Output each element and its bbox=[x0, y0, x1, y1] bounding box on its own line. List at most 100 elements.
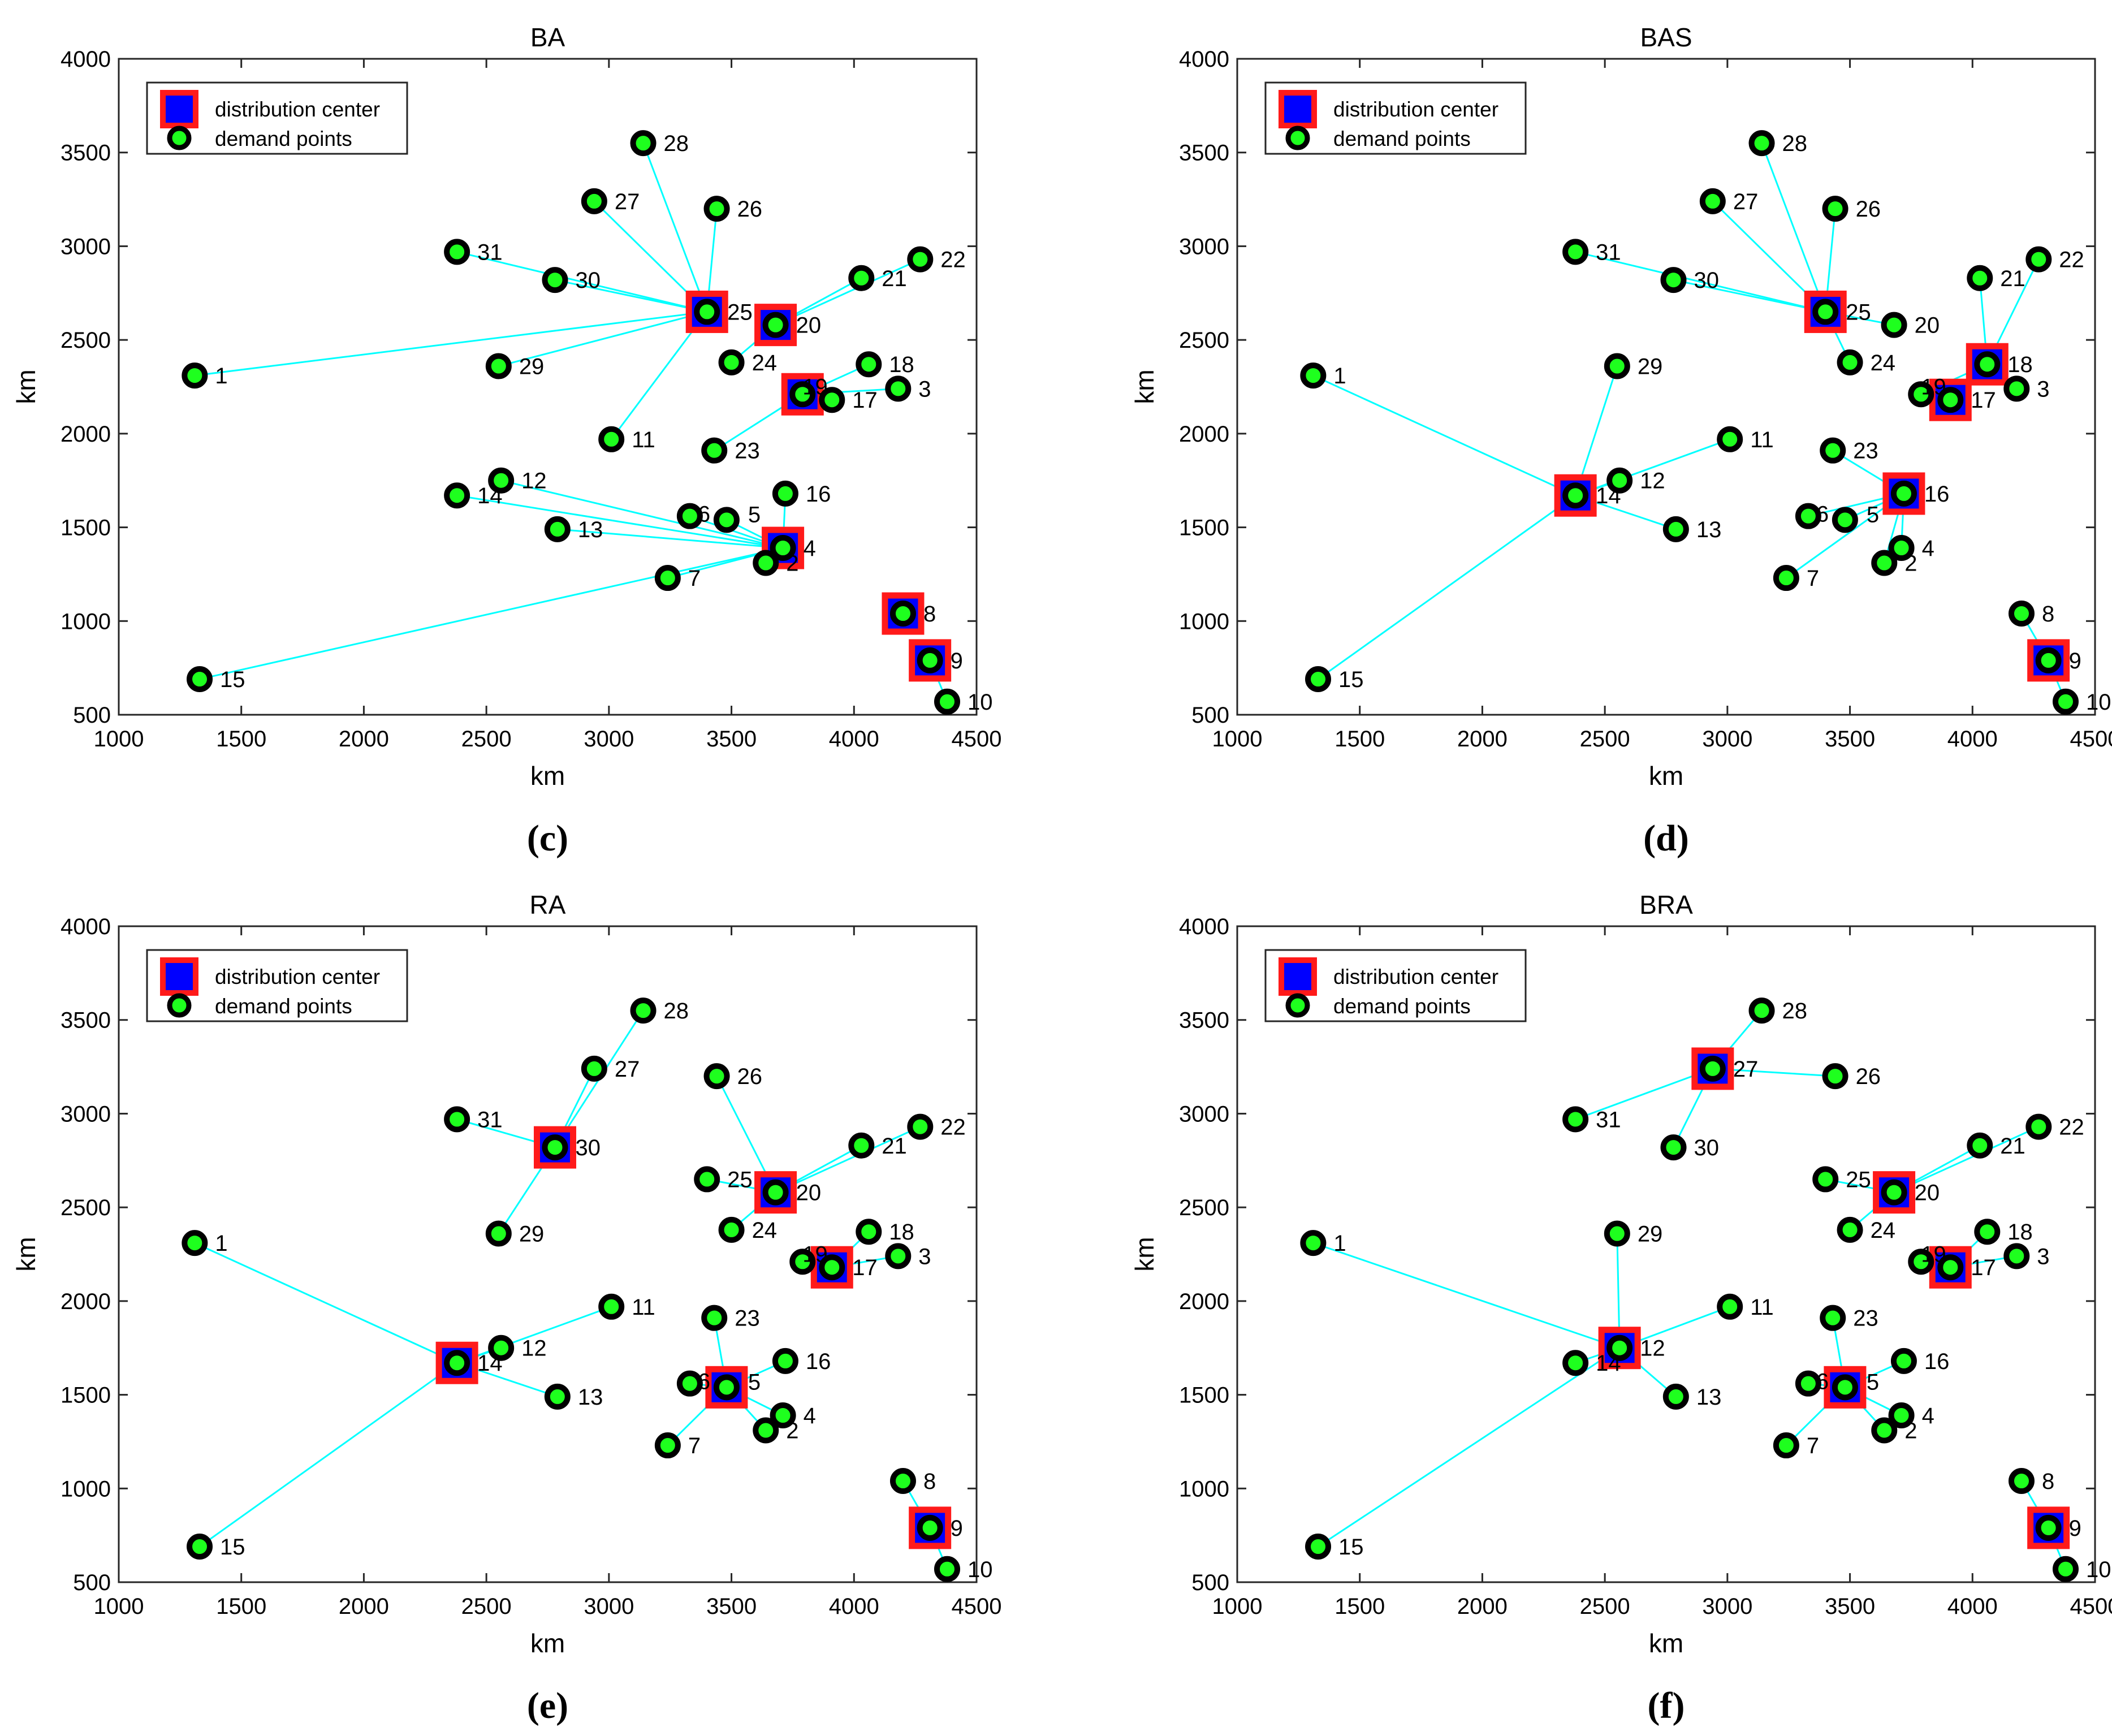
x-tick-label: 3000 bbox=[1702, 727, 1752, 752]
point-label-12: 12 bbox=[521, 1336, 547, 1361]
link-25-31 bbox=[1575, 251, 1826, 313]
demand-point-24 bbox=[718, 349, 745, 375]
legend-demand-marker bbox=[1285, 993, 1310, 1018]
point-label-18: 18 bbox=[2007, 1220, 2033, 1245]
demand-point-13 bbox=[544, 1383, 571, 1410]
demand-point-23 bbox=[701, 1305, 728, 1331]
demand-point-16 bbox=[1890, 480, 1917, 507]
demand-point-4 bbox=[770, 1402, 796, 1429]
link-20-22 bbox=[775, 258, 921, 326]
demand-point-29 bbox=[1604, 1220, 1630, 1247]
demand-point-5 bbox=[1832, 1374, 1858, 1401]
point-label-28: 28 bbox=[664, 131, 689, 156]
point-label-26: 26 bbox=[1856, 1064, 1881, 1089]
demand-point-18 bbox=[1974, 351, 2001, 378]
y-axis-label: km bbox=[1130, 1237, 1159, 1271]
demand-point-26 bbox=[703, 196, 730, 222]
point-label-9: 9 bbox=[2069, 1516, 2081, 1541]
demand-point-26 bbox=[703, 1063, 730, 1090]
point-label-1: 1 bbox=[1333, 364, 1346, 388]
legend-center-marker bbox=[160, 90, 198, 128]
point-label-29: 29 bbox=[519, 1222, 545, 1247]
point-label-22: 22 bbox=[2059, 248, 2084, 273]
point-label-7: 7 bbox=[688, 1433, 701, 1458]
demand-point-2 bbox=[1871, 550, 1898, 576]
demand-point-1 bbox=[182, 1230, 208, 1256]
demand-point-3 bbox=[2003, 1243, 2030, 1269]
panel-ra: 1000 1500 2000 2500 3000 3500 4000 450050010001… bbox=[11, 890, 1001, 1726]
point-label-14: 14 bbox=[477, 483, 503, 508]
point-label-20: 20 bbox=[796, 1181, 822, 1206]
demand-point-9 bbox=[2035, 1514, 2062, 1541]
demand-point-20 bbox=[762, 1179, 789, 1206]
point-label-7: 7 bbox=[1807, 566, 1819, 591]
point-label-4: 4 bbox=[1922, 536, 1934, 561]
point-label-10: 10 bbox=[2086, 1557, 2111, 1582]
demand-point-10 bbox=[934, 1556, 960, 1582]
demand-point-6 bbox=[1795, 503, 1821, 529]
demand-point-21 bbox=[848, 265, 875, 291]
x-tick-label: 4500 bbox=[952, 1594, 1002, 1619]
y-tick-label: 2500 bbox=[61, 1195, 111, 1220]
demand-point-10 bbox=[2052, 688, 2079, 715]
demand-point-12 bbox=[1606, 467, 1633, 494]
demand-point-10 bbox=[2052, 1556, 2079, 1582]
link-20-22 bbox=[1893, 1126, 2039, 1193]
point-label-21: 21 bbox=[882, 1134, 907, 1159]
y-tick-label: 1000 bbox=[61, 1476, 111, 1501]
y-tick-label: 2000 bbox=[1179, 1289, 1229, 1314]
point-label-18: 18 bbox=[2007, 352, 2033, 377]
point-label-23: 23 bbox=[1853, 439, 1878, 464]
demand-point-3 bbox=[885, 375, 912, 402]
demand-point-16 bbox=[772, 1348, 798, 1374]
demand-point-8 bbox=[2008, 601, 2035, 627]
link-20-22 bbox=[775, 1126, 921, 1193]
demand-point-2 bbox=[753, 1417, 779, 1444]
y-axis-label: km bbox=[1130, 369, 1159, 404]
demand-point-22 bbox=[2025, 246, 2052, 273]
point-label-6: 6 bbox=[698, 502, 710, 527]
legend-demand-label: demand points bbox=[215, 995, 352, 1018]
point-label-11: 11 bbox=[1750, 1295, 1774, 1320]
point-label-4: 4 bbox=[1922, 1404, 1934, 1428]
y-axis-label: km bbox=[11, 1237, 41, 1271]
point-label-26: 26 bbox=[737, 1064, 763, 1089]
demand-point-24 bbox=[1837, 1216, 1863, 1243]
x-tick-label: 2000 bbox=[339, 1594, 389, 1619]
y-tick-label: 1000 bbox=[61, 609, 111, 634]
demand-point-20 bbox=[1881, 1179, 1907, 1206]
x-tick-label: 2500 bbox=[1580, 727, 1630, 752]
x-tick-label: 3000 bbox=[1702, 1594, 1752, 1619]
point-label-5: 5 bbox=[1867, 502, 1879, 527]
x-tick-label: 1000 bbox=[94, 1594, 144, 1619]
y-tick-label: 3500 bbox=[61, 1008, 111, 1033]
point-label-16: 16 bbox=[1924, 482, 1950, 507]
x-tick-label: 3500 bbox=[706, 1594, 757, 1619]
demand-point-9 bbox=[917, 1514, 943, 1541]
demand-point-28 bbox=[1748, 130, 1775, 157]
point-label-23: 23 bbox=[1853, 1306, 1878, 1331]
demand-point-7 bbox=[1773, 565, 1799, 591]
point-label-8: 8 bbox=[2042, 602, 2054, 627]
link-14-15 bbox=[1318, 495, 1577, 680]
point-label-14: 14 bbox=[477, 1351, 503, 1376]
demand-point-21 bbox=[848, 1132, 875, 1159]
demand-point-31 bbox=[1562, 239, 1589, 265]
x-tick-label: 4000 bbox=[829, 1594, 879, 1619]
demand-point-11 bbox=[598, 426, 625, 452]
chart-title: BAS bbox=[1640, 23, 1692, 52]
point-label-31: 31 bbox=[477, 240, 503, 265]
point-label-16: 16 bbox=[806, 482, 831, 507]
point-label-30: 30 bbox=[1694, 1135, 1720, 1160]
y-tick-label: 2500 bbox=[61, 328, 111, 353]
x-tick-label: 1000 bbox=[1212, 727, 1263, 752]
link-14-29 bbox=[1574, 366, 1618, 496]
panel-ba: 1000 1500 2000 2500 3000 3500 4000 450050010001… bbox=[11, 23, 1001, 859]
x-tick-label: 3000 bbox=[584, 727, 634, 752]
demand-point-8 bbox=[889, 601, 916, 627]
y-tick-label: 4000 bbox=[61, 914, 111, 939]
point-label-14: 14 bbox=[1596, 483, 1621, 508]
point-label-31: 31 bbox=[1596, 240, 1621, 265]
point-label-24: 24 bbox=[752, 351, 778, 375]
